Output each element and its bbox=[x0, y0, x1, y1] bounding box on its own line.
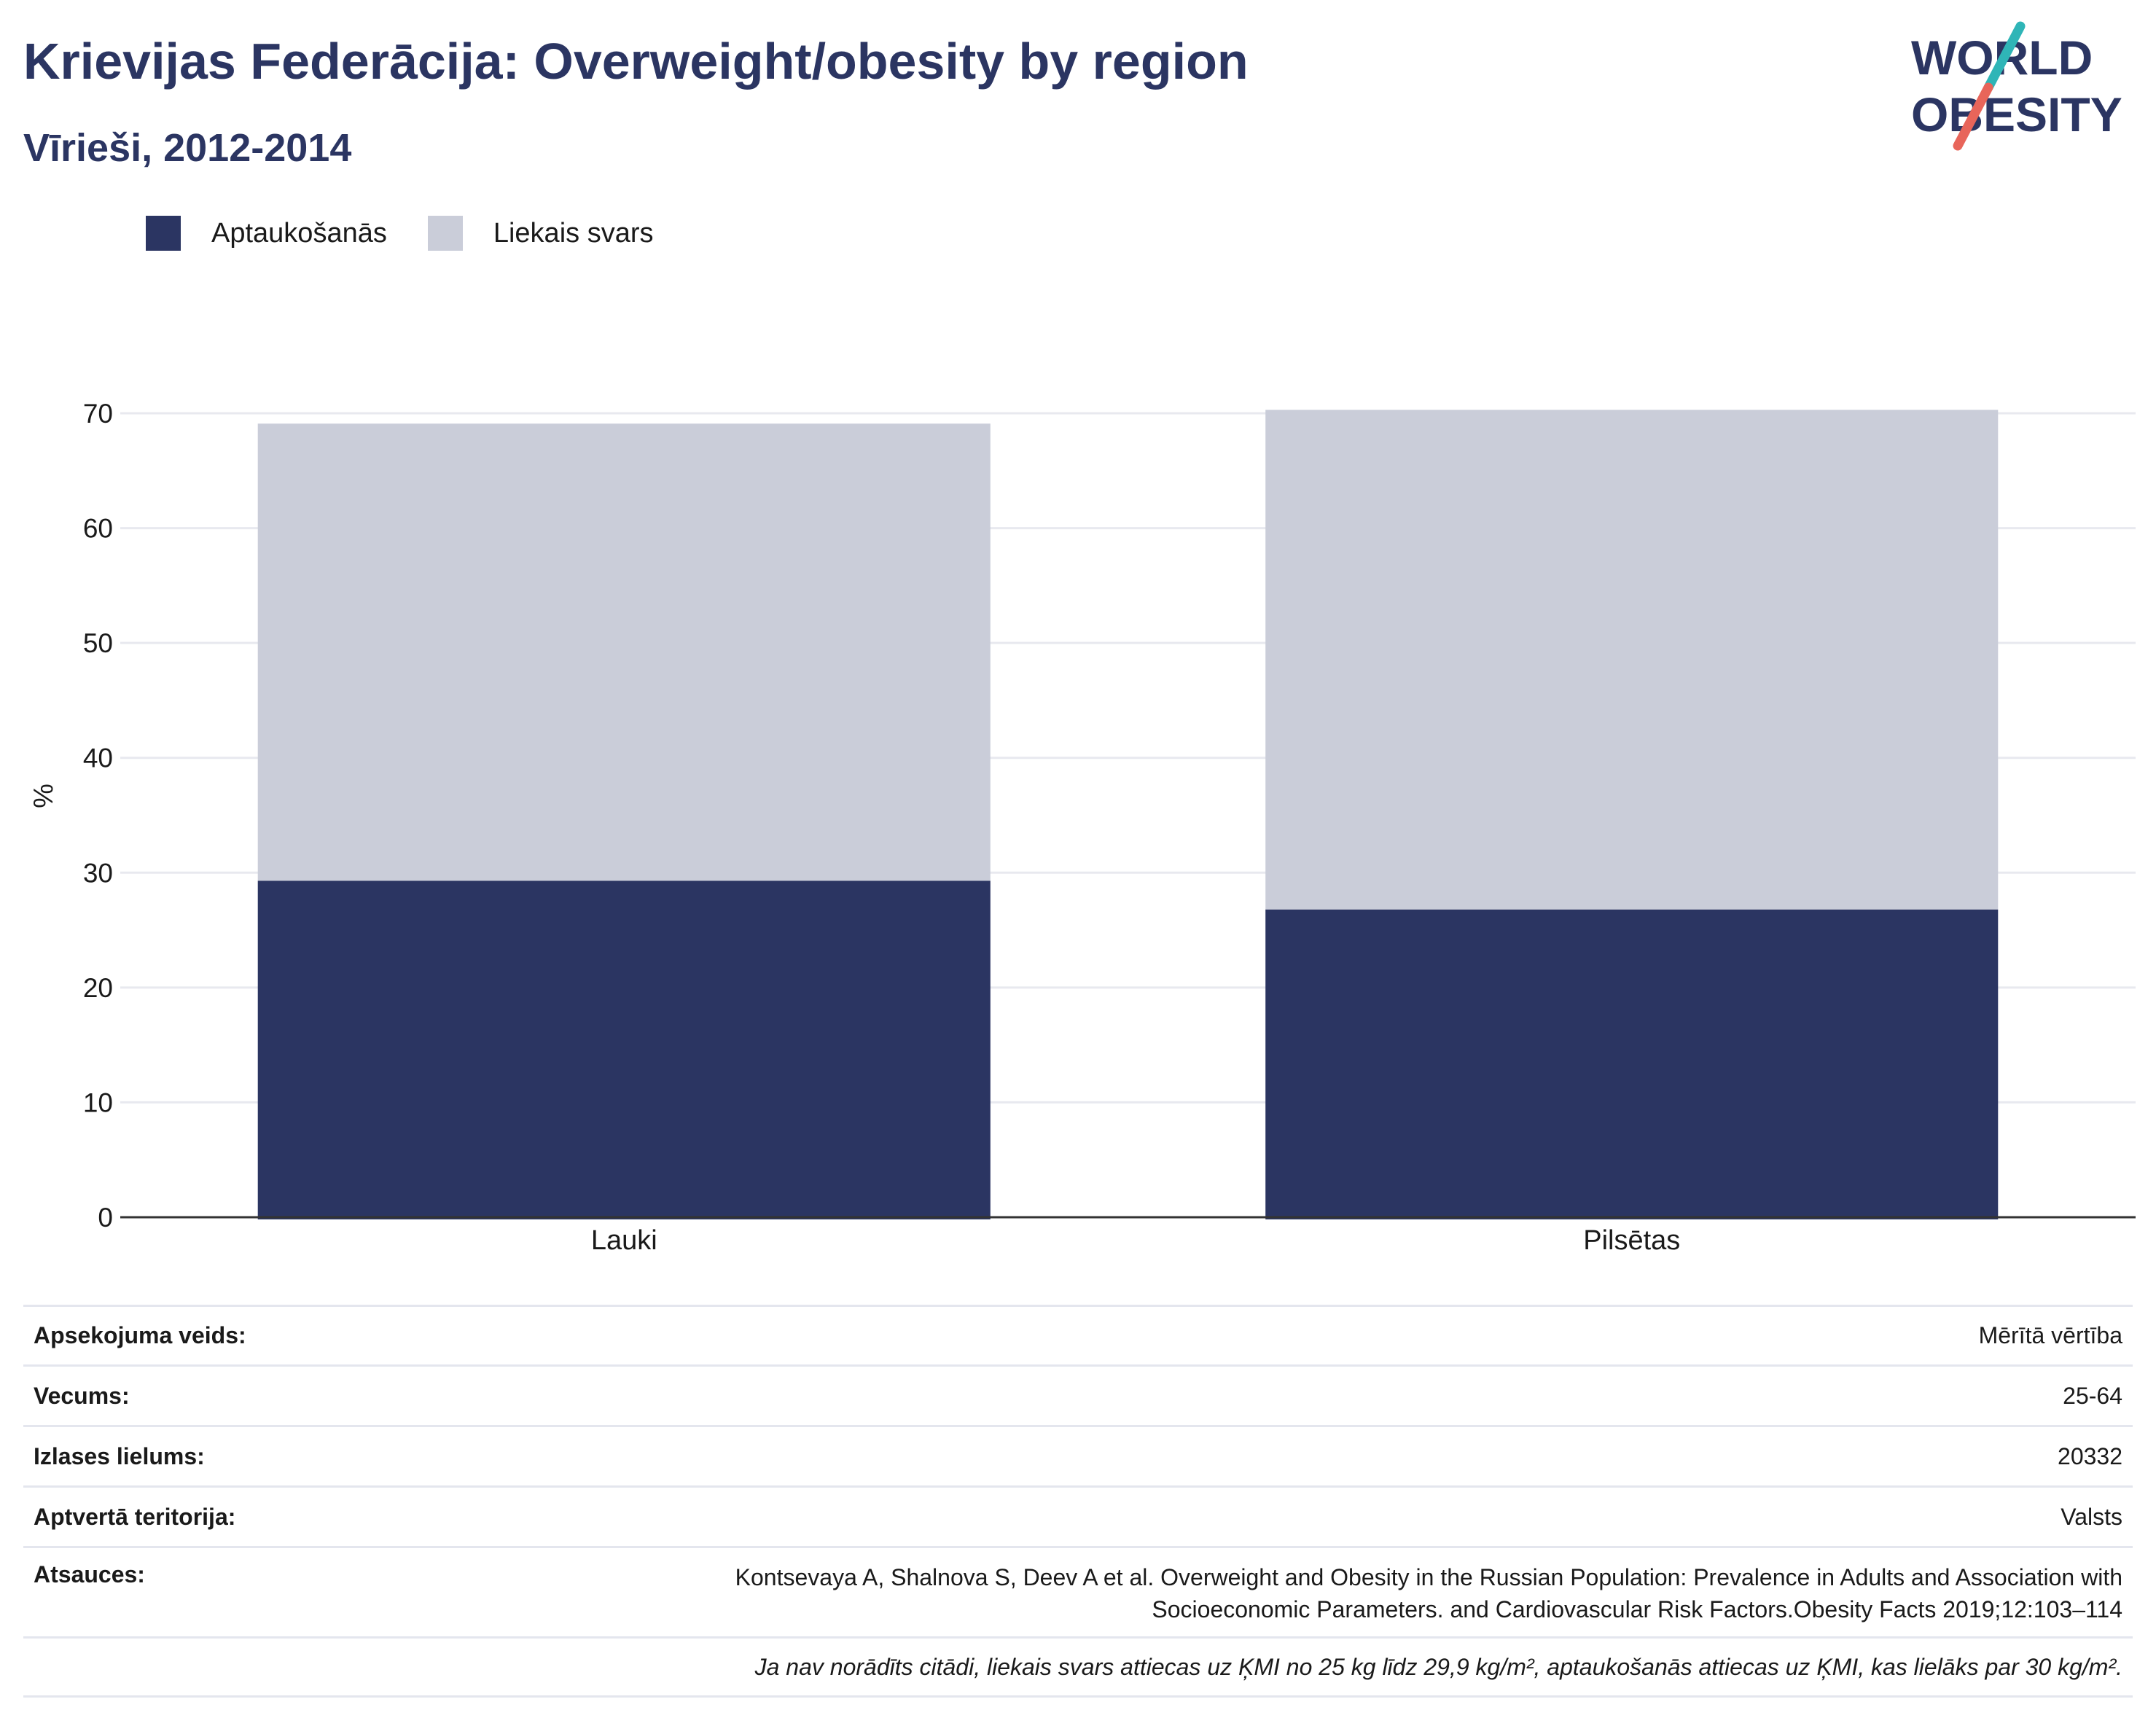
x-axis-ticks: Lauki Pilsētas bbox=[591, 1225, 1680, 1256]
y-tick-label: 60 bbox=[83, 514, 113, 544]
y-tick-label: 40 bbox=[83, 743, 113, 773]
legend-label-overweight: Liekais svars bbox=[493, 217, 654, 249]
y-tick-label: 20 bbox=[83, 973, 113, 1003]
info-value: Mērītā vērtība bbox=[1978, 1322, 2122, 1348]
info-key: Vecums: bbox=[34, 1382, 130, 1409]
info-key: Izlases lielums: bbox=[34, 1442, 205, 1469]
info-value: 20332 bbox=[2058, 1442, 2122, 1469]
reference-line-1: Kontsevaya A, Shalnova S, Deev A et al. … bbox=[735, 1564, 2122, 1590]
legend-swatch-overweight bbox=[427, 216, 463, 251]
info-key: Apsekojuma veids: bbox=[34, 1322, 246, 1348]
definition-note: Ja nav norādīts citādi, liekais svars at… bbox=[754, 1653, 2122, 1680]
info-row-age: Vecums: 25-64 bbox=[23, 1364, 2133, 1425]
bars bbox=[257, 410, 1999, 1219]
y-tick-label: 50 bbox=[83, 628, 113, 658]
info-value: Valsts bbox=[2061, 1503, 2122, 1530]
y-axis-label: % bbox=[28, 784, 59, 808]
info-value: 25-64 bbox=[2063, 1382, 2122, 1409]
legend-item-overweight: Liekais svars bbox=[427, 216, 654, 251]
chart-subtitle: Vīrieši, 2012-2014 bbox=[23, 126, 352, 170]
y-axis-ticks: 0 10 20 30 40 50 60 70 bbox=[83, 399, 113, 1233]
chart-title: Krievijas Federācija: Overweight/obesity… bbox=[23, 33, 1249, 90]
world-obesity-logo: WORLD OBESITY bbox=[1911, 21, 2122, 151]
bar-overweight bbox=[1265, 410, 1999, 910]
logo-slash-coral bbox=[1953, 82, 1993, 151]
info-table: Apsekojuma veids: Mērītā vērtība Vecums:… bbox=[23, 1305, 2133, 1698]
bar-overweight bbox=[257, 423, 991, 881]
bar-chart: 0 10 20 30 40 50 60 70 Lauki Pilsētas % bbox=[28, 399, 2136, 1256]
y-tick-label: 0 bbox=[98, 1203, 113, 1233]
info-row-references: Atsauces: Kontsevaya A, Shalnova S, Deev… bbox=[23, 1546, 2133, 1636]
legend-item-obesity: Aptaukošanās bbox=[146, 216, 387, 251]
legend-swatch-obesity bbox=[146, 216, 181, 251]
x-tick-label: Lauki bbox=[591, 1225, 657, 1256]
logo-line2: OBESITY bbox=[1911, 87, 2122, 141]
info-row-note: Ja nav norādīts citādi, liekais svars at… bbox=[23, 1636, 2133, 1698]
info-row-survey-type: Apsekojuma veids: Mērītā vērtība bbox=[23, 1305, 2133, 1364]
bar-obesity bbox=[1265, 909, 1999, 1219]
legend-label-obesity: Aptaukošanās bbox=[211, 217, 387, 249]
info-value: Kontsevaya A, Shalnova S, Deev A et al. … bbox=[735, 1561, 2122, 1625]
info-row-sample-size: Izlases lielums: 20332 bbox=[23, 1425, 2133, 1485]
reference-line-2: Socioeconomic Parameters. and Cardiovasc… bbox=[1152, 1596, 2122, 1622]
info-key: Atsauces: bbox=[34, 1561, 145, 1587]
y-tick-label: 70 bbox=[83, 399, 113, 429]
y-tick-label: 10 bbox=[83, 1087, 113, 1117]
info-row-coverage: Aptvertā teritorija: Valsts bbox=[23, 1485, 2133, 1546]
y-tick-label: 30 bbox=[83, 858, 113, 888]
chart-legend: Aptaukošanās Liekais svars bbox=[146, 216, 694, 251]
x-tick-label: Pilsētas bbox=[1583, 1225, 1680, 1256]
info-key: Aptvertā teritorija: bbox=[34, 1503, 236, 1530]
logo-slash-teal bbox=[1983, 21, 2026, 93]
bar-obesity bbox=[257, 880, 991, 1219]
